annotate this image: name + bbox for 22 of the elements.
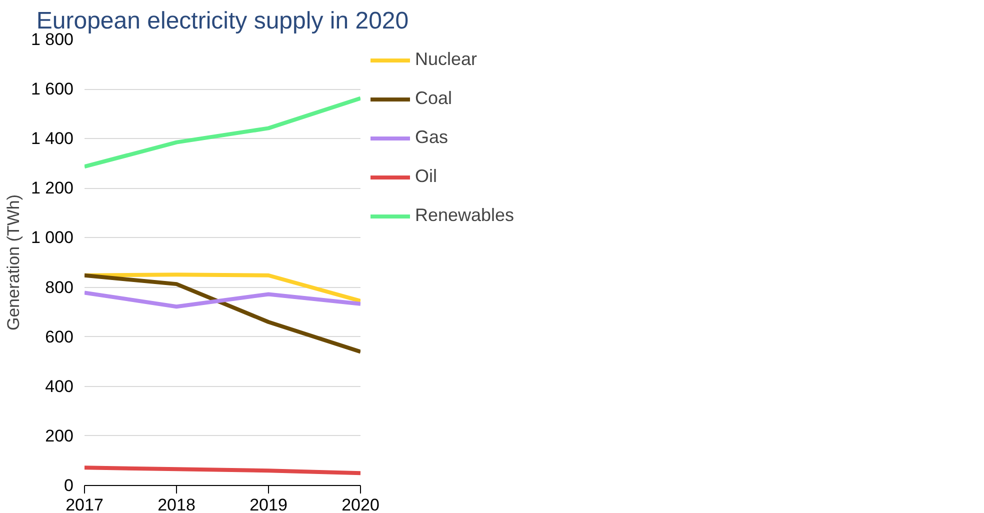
line-series <box>84 96 360 169</box>
legend-label: Coal <box>415 88 452 109</box>
y-tick-label: 400 <box>45 376 74 396</box>
legend-label: Nuclear <box>415 49 478 70</box>
legend-label: Renewables <box>415 205 514 226</box>
legend-label: Gas <box>415 127 448 148</box>
x-tick-label: 2020 <box>342 496 380 513</box>
x-tick-label: 2017 <box>66 496 104 513</box>
y-tick-label: 600 <box>45 327 74 346</box>
line-series <box>84 290 360 309</box>
y-tick-label: 1 200 <box>30 178 74 198</box>
x-tick-label: 2018 <box>158 496 196 513</box>
legend-label: Oil <box>415 166 437 187</box>
line-series <box>84 273 360 354</box>
y-tick-label: 200 <box>45 426 74 446</box>
y-axis-title: Generation (TWh) <box>4 194 23 331</box>
y-tick-label: 800 <box>45 278 74 297</box>
y-tick-label: 1 400 <box>30 129 74 148</box>
y-tick-label: 1 000 <box>30 228 74 248</box>
x-tick-label: 2019 <box>250 496 288 513</box>
y-tick-label: 0 <box>64 476 74 495</box>
y-tick-label: 1 600 <box>30 80 74 99</box>
